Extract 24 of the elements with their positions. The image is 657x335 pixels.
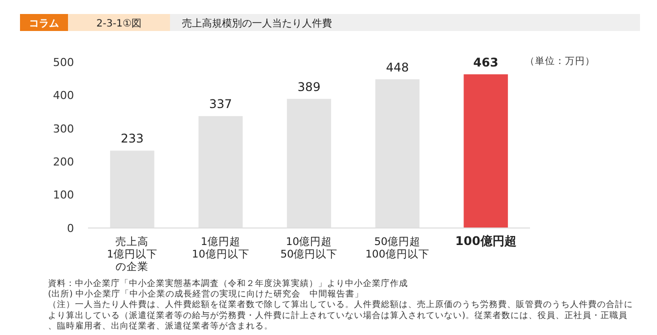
y-tick-label: 0	[67, 222, 74, 235]
text: コラム	[29, 18, 59, 30]
y-tick-label: 100	[53, 188, 74, 202]
y-tick-label: 500	[53, 56, 74, 69]
chart-title: 売上高規模別の一人当たり人件費	[182, 18, 332, 30]
x-tick-label: 100億円超	[455, 234, 516, 248]
y-tick-label: 200	[53, 155, 74, 168]
text: 資料：中小企業庁「中小企業実態基本調査（令和２年度決算実績）」より中小企業庁作成	[48, 278, 408, 289]
x-tick-label: 10億円超50億円以下	[280, 235, 338, 260]
bar	[464, 74, 508, 228]
x-tick-label: 1億円超10億円以下	[192, 235, 250, 260]
y-tick-label: 300	[53, 122, 74, 136]
text: （注）一人当たり人件費は、人件費総額を従業者数で除して算出している。人件費総額は、売上原価のうち労務費、販管費のうち人件費の合計により算出している（派遣従業者等の給与が労務費・人件費に計上されていない場合は算入されていない)。従業者数には、役員、正社員・正職員、臨時雇用者、出向従業者、派遣従業者等が含まれる。	[48, 299, 633, 332]
data-label: 233	[120, 132, 144, 146]
data-label: 389	[298, 80, 320, 94]
y-tick-label: 400	[53, 89, 74, 102]
data-label: 463	[473, 55, 498, 70]
x-tick-label: 売上高1億円以下の企業	[106, 235, 158, 273]
x-tick-label: 50億円超100億円以下	[365, 235, 430, 260]
annotation: （単位：万円）	[525, 55, 595, 67]
text: (出所) 中小企業庁「中小企業の成長経営の実現に向けた研究会 中間報告書」	[48, 288, 364, 300]
data-label: 337	[209, 97, 232, 112]
data-label: 448	[386, 60, 409, 74]
text: 2-3-1①図	[96, 18, 142, 30]
